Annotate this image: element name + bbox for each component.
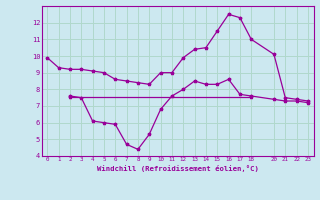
X-axis label: Windchill (Refroidissement éolien,°C): Windchill (Refroidissement éolien,°C)	[97, 165, 259, 172]
